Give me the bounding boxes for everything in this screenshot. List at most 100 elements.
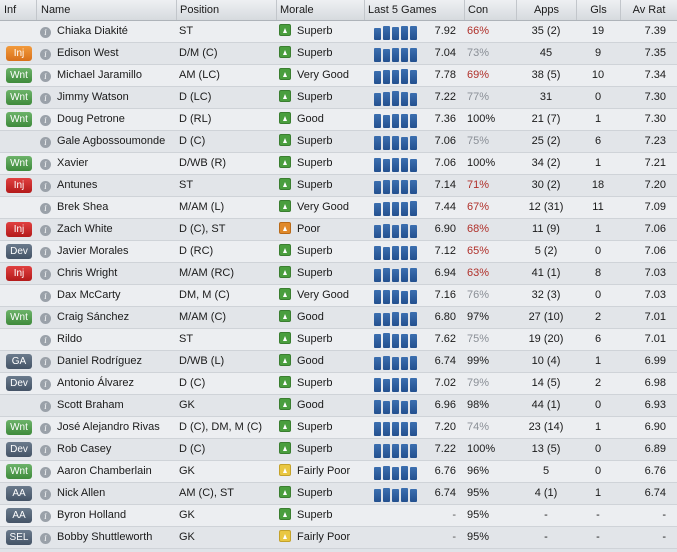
player-name[interactable]: Antunes <box>57 179 98 191</box>
player-name[interactable]: Zach White <box>57 223 113 235</box>
status-badge[interactable]: Dev <box>6 376 32 391</box>
info-icon[interactable]: i <box>40 49 51 60</box>
header-inf[interactable]: Inf <box>4 4 17 16</box>
player-name[interactable]: Aaron Chamberlain <box>57 465 152 477</box>
player-name[interactable]: Dax McCarty <box>57 289 121 301</box>
player-name[interactable]: Gale Agbossoumonde <box>57 135 166 147</box>
table-row[interactable]: Wnt i Michael Jaramillo AM (LC) Very Good 7.7… <box>0 65 677 87</box>
player-name[interactable]: Byron Holland <box>57 509 127 521</box>
status-badge[interactable]: Inj <box>6 266 32 281</box>
status-badge[interactable]: SEL <box>6 530 32 545</box>
info-icon[interactable]: i <box>40 225 51 236</box>
info-icon[interactable]: i <box>40 445 51 456</box>
status-badge[interactable]: Wnt <box>6 156 32 171</box>
table-row[interactable]: i Chiaka Diakité ST Superb 7.92 66% 35 (2) 19 7.… <box>0 21 677 43</box>
table-row[interactable]: GA i Daniel Rodríguez D/WB (L) Good 6.74 99% 10… <box>0 351 677 373</box>
player-name[interactable]: José Alejandro Rivas <box>57 421 160 433</box>
info-icon[interactable]: i <box>40 401 51 412</box>
table-row[interactable]: Wnt i Doug Petrone D (RL) Good 7.36 100% 21 (7)… <box>0 109 677 131</box>
status-badge[interactable]: Dev <box>6 442 32 457</box>
table-row[interactable]: Inj i Edison West D/M (C) Superb 7.04 73% 45 9 7.… <box>0 43 677 65</box>
player-name[interactable]: Javier Morales <box>57 245 129 257</box>
status-badge[interactable]: Wnt <box>6 420 32 435</box>
info-icon[interactable]: i <box>40 291 51 302</box>
info-icon[interactable]: i <box>40 467 51 478</box>
header-last5[interactable]: Last 5 Games <box>364 0 464 20</box>
status-badge[interactable]: Inj <box>6 222 32 237</box>
info-icon[interactable]: i <box>40 335 51 346</box>
status-badge[interactable]: Wnt <box>6 112 32 127</box>
header-gls[interactable]: Gls <box>576 0 620 20</box>
info-icon[interactable]: i <box>40 115 51 126</box>
status-badge[interactable]: Inj <box>6 46 32 61</box>
header-avrat[interactable]: Av Rat <box>620 0 677 20</box>
table-row[interactable]: i Gale Agbossoumonde D (C) Superb 7.06 75% 25 … <box>0 131 677 153</box>
player-name[interactable]: Brek Shea <box>57 201 109 213</box>
status-badge[interactable]: Wnt <box>6 68 32 83</box>
table-row[interactable]: Wnt i Aaron Chamberlain GK Fairly Poor 6.76 96… <box>0 461 677 483</box>
header-con[interactable]: Con <box>464 0 516 20</box>
header-name[interactable]: Name <box>36 0 176 20</box>
info-icon[interactable]: i <box>40 357 51 368</box>
info-icon[interactable]: i <box>40 423 51 434</box>
table-row[interactable]: Wnt i José Alejandro Rivas D (C), DM, M (C)… <box>0 417 677 439</box>
info-icon[interactable]: i <box>40 489 51 500</box>
player-name[interactable]: Jimmy Watson <box>57 91 129 103</box>
table-row[interactable]: i Dax McCarty DM, M (C) Very Good 7.16 76% 32 … <box>0 285 677 307</box>
info-icon[interactable]: i <box>40 269 51 280</box>
header-morale[interactable]: Morale <box>276 0 364 20</box>
player-name[interactable]: Bobby Shuttleworth <box>57 531 153 543</box>
info-icon[interactable]: i <box>40 159 51 170</box>
player-name[interactable]: Chiaka Diakité <box>57 25 128 37</box>
header-position[interactable]: Position <box>176 0 276 20</box>
table-row[interactable]: AA i Nick Allen AM (C), ST Superb 6.74 95% 4 (1… <box>0 483 677 505</box>
table-row[interactable]: AA i Byron Holland GK Superb -95% - - - <box>0 505 677 527</box>
player-name[interactable]: Antonio Álvarez <box>57 377 135 389</box>
info-icon[interactable]: i <box>40 71 51 82</box>
status-badge[interactable]: AA <box>6 486 32 501</box>
position-cell: D/WB (R) <box>179 157 227 169</box>
status-badge[interactable]: Wnt <box>6 464 32 479</box>
table-row[interactable]: i Scott Braham GK Good 6.96 98% 44 (1) 0 6.93 <box>0 395 677 417</box>
table-row[interactable]: i Brek Shea M/AM (L) Very Good 7.44 67% 12 (31… <box>0 197 677 219</box>
info-icon[interactable]: i <box>40 379 51 390</box>
info-icon[interactable]: i <box>40 203 51 214</box>
player-name[interactable]: Nick Allen <box>57 487 106 499</box>
player-name[interactable]: Craig Sánchez <box>57 311 130 323</box>
table-row[interactable]: Dev i Javier Morales D (RC) Superb 7.12 65% 5 (… <box>0 241 677 263</box>
info-icon[interactable]: i <box>40 247 51 258</box>
player-name[interactable]: Edison West <box>57 47 119 59</box>
status-badge[interactable]: Wnt <box>6 310 32 325</box>
table-row[interactable]: Dev i Rob Casey D (C) Superb 7.22 100% 13 (5) 0 6… <box>0 439 677 461</box>
table-row[interactable]: Wnt i Xavier D/WB (R) Superb 7.06 100% 34 (2) 1 7… <box>0 153 677 175</box>
header-apps[interactable]: Apps <box>516 0 576 20</box>
table-row[interactable]: Inj i Zach White D (C), ST Poor 6.90 68% 11 (9)… <box>0 219 677 241</box>
table-row[interactable]: Inj i Antunes ST Superb 7.14 71% 30 (2) 18 7.20 <box>0 175 677 197</box>
info-icon[interactable]: i <box>40 533 51 544</box>
player-name[interactable]: Doug Petrone <box>57 113 125 125</box>
info-icon[interactable]: i <box>40 137 51 148</box>
status-badge[interactable]: AA <box>6 508 32 523</box>
status-badge[interactable]: Inj <box>6 178 32 193</box>
status-badge[interactable]: Dev <box>6 244 32 259</box>
player-name[interactable]: Xavier <box>57 157 89 169</box>
table-row[interactable]: Wnt i Jimmy Watson D (LC) Superb 7.22 77% 31 0 7.… <box>0 87 677 109</box>
info-icon[interactable]: i <box>40 93 51 104</box>
player-name[interactable]: Scott Braham <box>57 399 124 411</box>
table-row[interactable]: Wnt i Craig Sánchez M/AM (C) Good 6.80 97% 27 (… <box>0 307 677 329</box>
table-row[interactable]: i Rildo ST Superb 7.62 75% 19 (20) 6 7.01 <box>0 329 677 351</box>
status-badge[interactable]: GA <box>6 354 32 369</box>
info-icon[interactable]: i <box>40 181 51 192</box>
info-icon[interactable]: i <box>40 511 51 522</box>
player-name[interactable]: Rildo <box>57 333 83 345</box>
table-row[interactable]: SEL i Bobby Shuttleworth GK Fairly Poor -95% -… <box>0 527 677 549</box>
player-name[interactable]: Rob Casey <box>57 443 112 455</box>
info-icon[interactable]: i <box>40 313 51 324</box>
table-row[interactable]: Dev i Antonio Álvarez D (C) Superb 7.02 79% 14 … <box>0 373 677 395</box>
player-name[interactable]: Daniel Rodríguez <box>57 355 142 367</box>
player-name[interactable]: Chris Wright <box>57 267 118 279</box>
info-icon[interactable]: i <box>40 27 51 38</box>
status-badge[interactable]: Wnt <box>6 90 32 105</box>
player-name[interactable]: Michael Jaramillo <box>57 69 142 81</box>
table-row[interactable]: Inj i Chris Wright M/AM (RC) Superb 6.94 63% 41… <box>0 263 677 285</box>
